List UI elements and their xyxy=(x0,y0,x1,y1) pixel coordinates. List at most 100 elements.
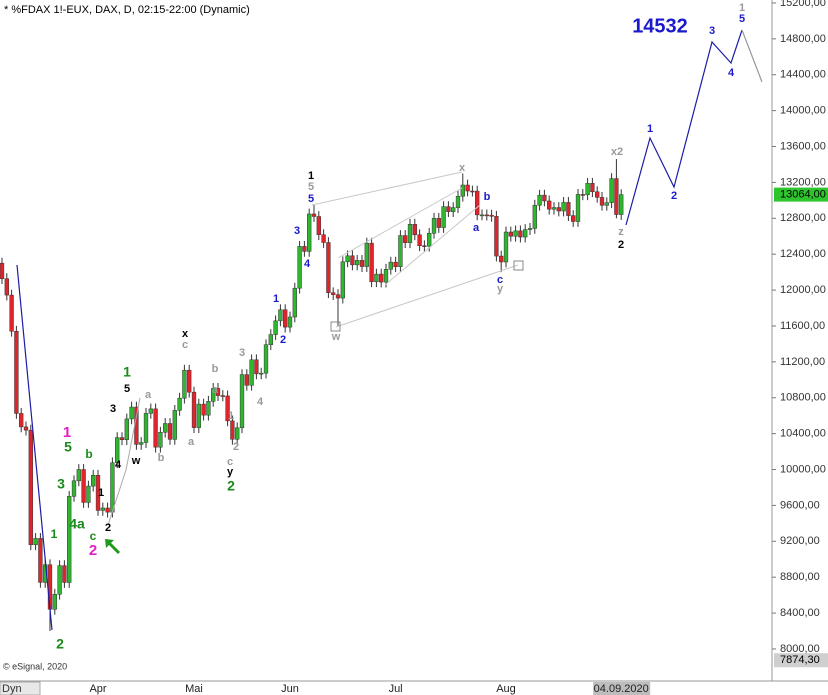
candle-body xyxy=(331,292,336,295)
candle-body xyxy=(302,246,307,252)
candle-body xyxy=(340,261,345,299)
wave-label: 5 xyxy=(64,439,72,455)
candle-body xyxy=(508,231,513,237)
pivot-box xyxy=(330,321,341,332)
candle-body xyxy=(297,246,302,289)
candle-body xyxy=(441,206,446,228)
candle-body xyxy=(316,216,321,235)
wave-label: 3 xyxy=(239,347,245,359)
wave-label: 14532 xyxy=(632,15,688,37)
y-tick-label: 13600,00 xyxy=(780,140,826,152)
price-marker-label: 13064,00 xyxy=(780,189,826,201)
candle-body xyxy=(359,260,365,267)
wave-label: 2 xyxy=(89,542,97,559)
candle-body xyxy=(403,235,408,243)
candle-body xyxy=(76,469,81,482)
wave-label: 5 xyxy=(308,193,314,205)
candle-body xyxy=(249,359,254,386)
candle-body xyxy=(235,427,240,440)
y-tick-label: 10800,00 xyxy=(780,392,826,404)
candle-body xyxy=(489,214,494,217)
wave-label: x xyxy=(182,328,189,340)
y-tick-label: 13200,00 xyxy=(780,176,826,188)
candle-body xyxy=(225,395,230,422)
wave-label: a xyxy=(212,384,219,396)
wave-label: c xyxy=(227,456,233,468)
y-tick-label: 8400,00 xyxy=(780,607,820,619)
wave-label: 2 xyxy=(105,522,111,534)
candle-body xyxy=(124,418,129,440)
candle-body xyxy=(172,410,177,440)
wave-label: 4 xyxy=(728,67,735,79)
credit: © eSignal, 2020 xyxy=(3,661,67,671)
candle-body xyxy=(158,432,163,448)
wave-label: 2 xyxy=(233,441,239,453)
candle-body xyxy=(595,191,600,198)
candle-body xyxy=(115,437,120,464)
wave-label: 1 xyxy=(123,364,131,380)
wave-label: 1 xyxy=(739,2,745,14)
wave-label: 3 xyxy=(294,225,300,237)
candle-body xyxy=(201,403,206,416)
candle-body xyxy=(556,207,561,212)
candle-body xyxy=(23,426,29,431)
candle-body xyxy=(177,397,182,411)
candle-body xyxy=(163,423,168,433)
candle-body xyxy=(575,194,581,222)
candle-body xyxy=(345,255,350,263)
wave-label: 4 xyxy=(257,396,264,408)
candle-body xyxy=(19,413,24,428)
wave-label: 1 xyxy=(308,170,314,182)
candle-body xyxy=(91,475,96,487)
candle-body xyxy=(609,178,614,203)
candle-body xyxy=(518,230,523,238)
projection-line xyxy=(625,29,743,226)
candle-body xyxy=(191,391,197,428)
candle-body xyxy=(451,207,456,212)
candle-body xyxy=(499,255,504,263)
price-marker xyxy=(774,653,828,668)
candle-body xyxy=(0,262,5,279)
candle-body xyxy=(254,359,259,375)
candle-body xyxy=(350,255,355,266)
candle-body xyxy=(614,178,619,215)
wave-label: a xyxy=(473,222,480,234)
candle-body xyxy=(211,388,216,402)
y-tick-label: 10000,00 xyxy=(780,463,826,475)
projection-line xyxy=(741,29,763,83)
wave-label: z xyxy=(618,226,624,238)
wave-label: y xyxy=(227,466,234,478)
candle-body xyxy=(268,334,273,345)
candle-body xyxy=(398,235,403,267)
candle-body xyxy=(355,260,360,266)
candle-body xyxy=(278,309,283,322)
wave-label: x xyxy=(459,162,466,174)
mode-button[interactable] xyxy=(0,681,41,695)
x-tick-label: Mai xyxy=(185,683,203,695)
y-tick-label: 8000,00 xyxy=(780,643,820,655)
wave-label: 2 xyxy=(618,239,624,251)
candle-body xyxy=(119,437,125,440)
candle-body xyxy=(527,228,533,230)
candle-body xyxy=(585,183,590,196)
candle-body xyxy=(196,403,201,428)
wave-label: x2 xyxy=(611,146,623,158)
candle-body xyxy=(537,194,542,206)
candle-body xyxy=(566,202,571,216)
candle-body xyxy=(417,234,422,246)
candle-body xyxy=(307,213,312,252)
wave-label: b xyxy=(212,363,219,375)
candle-body xyxy=(326,242,331,294)
candle-body xyxy=(364,242,369,267)
wave-label: w xyxy=(331,331,341,343)
candle-body xyxy=(143,413,149,443)
x-tick-label: Apr xyxy=(89,683,106,695)
wave-label: 1 xyxy=(228,410,234,422)
candle-body xyxy=(105,507,110,513)
axis-mode[interactable]: Dyn xyxy=(2,683,22,695)
wave-label: 1 xyxy=(647,123,653,135)
wave-label: 5 xyxy=(124,383,130,395)
wave-label: 1 xyxy=(63,424,71,441)
candle-body xyxy=(273,320,278,335)
